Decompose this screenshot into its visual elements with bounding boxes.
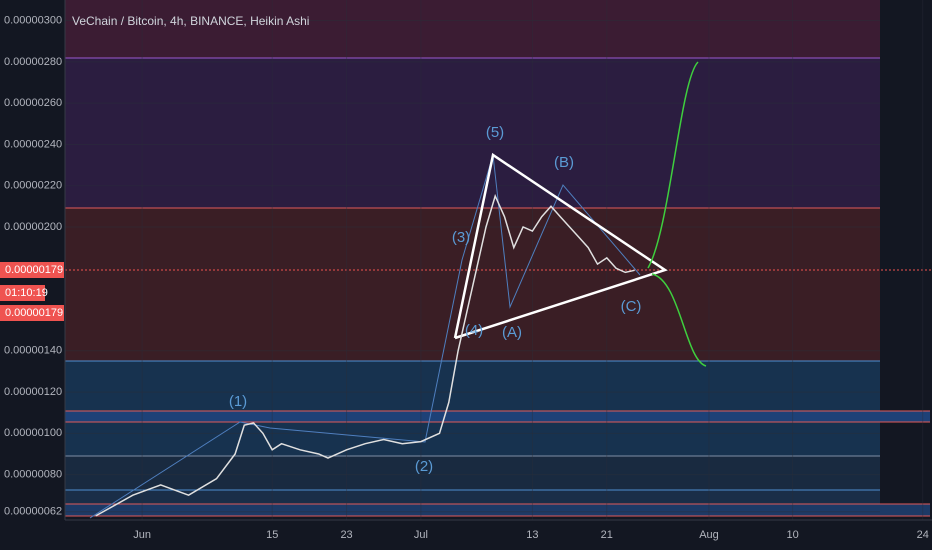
- wave-label: (2): [415, 458, 433, 475]
- x-tick-label: 23: [340, 529, 352, 541]
- y-tick-label: 0.00000120: [4, 386, 62, 398]
- countdown-tag: [0, 285, 45, 301]
- wave-label: (1): [229, 393, 247, 410]
- band: [65, 0, 880, 58]
- projection-up: [647, 61, 699, 269]
- price-axis: [0, 0, 65, 520]
- triangle: [453, 152, 668, 340]
- x-tick-label: 24: [917, 529, 929, 541]
- x-tick-label: 10: [786, 529, 798, 541]
- countdown-label: 01:10:19: [5, 287, 48, 299]
- x-tick-label: 13: [526, 529, 538, 541]
- price-tag-label: 0.00000179: [5, 307, 63, 319]
- band: [65, 422, 880, 456]
- band: [65, 361, 880, 411]
- annotations: (1) (2) (3) (4) (5) (A) (B) (C): [229, 124, 642, 475]
- y-tick-label: 0.00000080: [4, 469, 62, 481]
- y-tick-label: 0.00000240: [4, 138, 62, 150]
- y-tick-label: 0.00000140: [4, 345, 62, 357]
- wave-label: (4): [465, 322, 483, 339]
- projection-down: [651, 273, 707, 367]
- band: [65, 504, 930, 516]
- y-tick-label: 0.00000280: [4, 56, 62, 68]
- price-line-series: [95, 193, 635, 517]
- background-bands: [65, 0, 932, 517]
- band: [65, 456, 880, 490]
- price-tag: [0, 305, 64, 321]
- wave-label: (A): [502, 324, 522, 341]
- x-tick-label: Jul: [414, 529, 428, 541]
- chart-title: VeChain / Bitcoin, 4h, BINANCE, Heikin A…: [72, 14, 309, 28]
- wave-label: (5): [486, 124, 504, 141]
- y-tick-label: 0.00000300: [4, 15, 62, 27]
- band: [65, 411, 930, 422]
- y-tick-label: 0.00000260: [4, 97, 62, 109]
- wave-label: (C): [621, 298, 642, 315]
- band: [65, 58, 880, 208]
- wave-label: (3): [452, 229, 470, 246]
- price-tag-label: 0.00000179: [5, 264, 63, 276]
- grid: [65, 0, 924, 520]
- y-tick-label: 0.00000220: [4, 180, 62, 192]
- y-tick-label: 0.00000100: [4, 427, 62, 439]
- axes: 0.00000300 0.00000280 0.00000260 0.00000240…: [4, 15, 929, 541]
- x-tick-label: Jun: [133, 529, 151, 541]
- price-tag: [0, 262, 64, 278]
- y-tick-label: 0.00000062: [4, 506, 62, 518]
- y-tick-label: 0.00000200: [4, 221, 62, 233]
- x-tick-label: Aug: [699, 529, 719, 541]
- x-tick-label: 15: [266, 529, 278, 541]
- x-tick-label: 21: [601, 529, 613, 541]
- band: [65, 490, 880, 504]
- wave-label: (B): [554, 154, 574, 171]
